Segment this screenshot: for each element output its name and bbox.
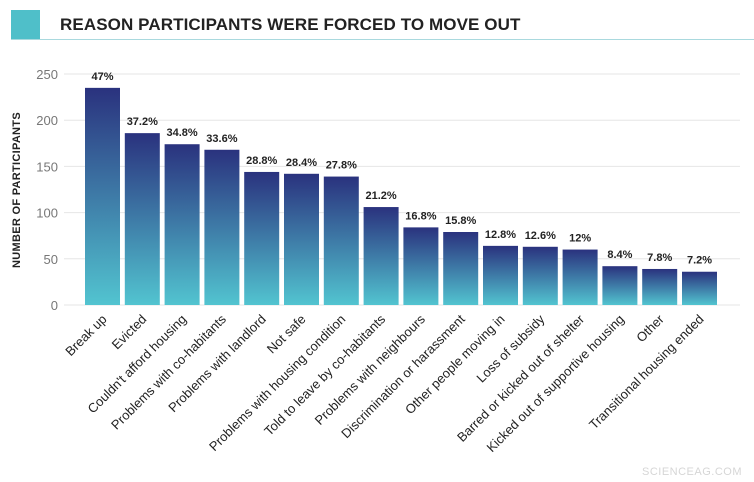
data-label: 12.6%	[525, 230, 556, 242]
bar	[562, 249, 598, 305]
data-label: 34.8%	[166, 127, 197, 139]
bar	[244, 171, 280, 305]
data-label: 28.8%	[246, 155, 277, 167]
y-tick-label: 150	[36, 159, 58, 174]
data-label: 12.8%	[485, 229, 516, 241]
bar	[602, 266, 638, 305]
bar	[85, 87, 120, 305]
x-tick-label: Break up	[62, 312, 109, 359]
bar	[443, 232, 479, 305]
bar	[682, 271, 717, 305]
data-label: 12%	[569, 233, 591, 245]
data-label: 27.8%	[326, 160, 357, 172]
bar	[363, 207, 399, 305]
bar	[164, 144, 200, 305]
bar	[284, 173, 319, 305]
bar	[323, 176, 359, 305]
title-bar: REASON PARTICIPANTS WERE FORCED TO MOVE …	[11, 10, 754, 40]
data-label: 15.8%	[445, 215, 476, 227]
y-tick-label: 100	[36, 206, 58, 221]
bar	[204, 149, 240, 305]
watermark: SCIENCEAG.COM	[641, 466, 742, 478]
title-accent-swatch	[11, 10, 40, 39]
x-tick-label: Other	[633, 311, 667, 345]
data-label: 37.2%	[127, 116, 158, 128]
data-label: 33.6%	[206, 133, 237, 145]
bar	[642, 268, 678, 305]
bar	[522, 246, 558, 305]
bar	[483, 245, 518, 305]
bar	[124, 133, 160, 305]
y-tick-label: 50	[44, 252, 58, 267]
chart-title: REASON PARTICIPANTS WERE FORCED TO MOVE …	[60, 15, 521, 34]
data-label: 16.8%	[405, 210, 436, 222]
x-tick-label: Loss of subsidy	[473, 311, 547, 385]
data-label: 47%	[91, 71, 113, 83]
data-label: 7.2%	[687, 255, 712, 267]
data-label: 8.4%	[607, 249, 632, 261]
data-label: 21.2%	[365, 190, 396, 202]
data-label: 7.8%	[647, 252, 672, 264]
y-tick-label: 0	[51, 298, 58, 313]
y-tick-label: 200	[36, 113, 58, 128]
bar	[403, 227, 439, 305]
y-axis-label: NUMBER OF PARTICIPANTS	[11, 112, 23, 268]
data-label: 28.4%	[286, 157, 317, 169]
y-tick-label: 250	[36, 67, 58, 82]
